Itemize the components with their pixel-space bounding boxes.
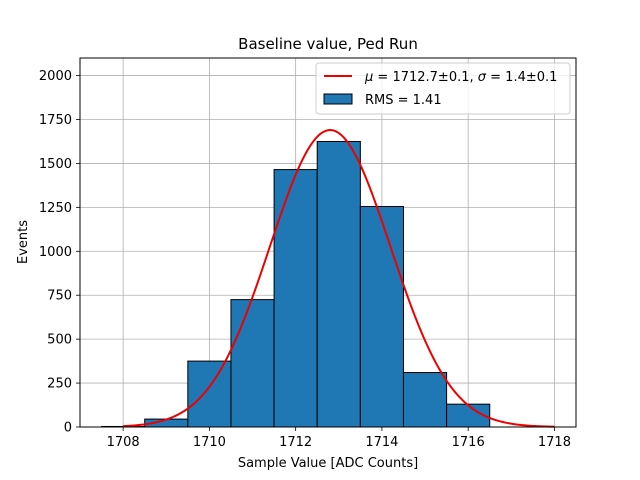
gaussian-fit-curve: [123, 129, 555, 428]
y-tick-label: 500: [47, 333, 72, 348]
y-tick-label: 250: [47, 377, 72, 392]
histogram-bar: [187, 360, 232, 428]
x-tick-label: 1718: [538, 435, 571, 450]
y-tick-label: 1750: [39, 113, 72, 128]
x-tick-label: 1714: [365, 435, 398, 450]
x-tick-label: 1708: [107, 435, 140, 450]
histogram-bar: [230, 299, 275, 428]
histogram-bar: [359, 205, 404, 428]
y-tick-label: 1500: [39, 157, 72, 172]
histogram-bar: [273, 169, 318, 428]
legend-mu-text: = 1712.7±0.1,: [373, 70, 477, 85]
legend-sigma-symbol: σ: [478, 70, 487, 85]
x-tick-label: 1716: [452, 435, 485, 450]
histogram-bars: [101, 140, 491, 428]
histogram-bar: [316, 140, 361, 428]
y-tick-label: 1250: [39, 201, 72, 216]
y-axis-label: Events: [16, 220, 31, 264]
y-tick-label: 750: [47, 289, 72, 304]
legend-bar-swatch: [323, 93, 353, 105]
legend-box: [315, 62, 571, 115]
legend-sigma-text: = 1.4±0.1: [486, 70, 557, 85]
legend-mu-symbol: μ: [364, 70, 373, 85]
plot-frame: [79, 57, 577, 428]
legend: μ = 1712.7±0.1, σ = 1.4±0.1 RMS = 1.41: [315, 62, 571, 115]
y-tick-label: 2000: [39, 69, 72, 84]
y-tick-label: 0: [64, 421, 72, 436]
legend-rms-label: RMS = 1.41: [365, 93, 442, 108]
legend-fit-label: μ = 1712.7±0.1, σ = 1.4±0.1: [364, 70, 557, 85]
chart-title: Baseline value, Ped Run: [238, 35, 418, 53]
x-axis-ticks: 1708 1710 1712 1714 1716 1718: [107, 427, 571, 450]
x-tick-label: 1712: [279, 435, 312, 450]
x-tick-label: 1710: [193, 435, 226, 450]
y-axis-ticks: 0 250 500 750 1000 1250 1500 1750 2000: [39, 69, 80, 436]
y-tick-label: 1000: [39, 245, 72, 260]
histogram-bar: [402, 372, 448, 428]
fit-curve-layer: [123, 129, 555, 428]
x-axis-label: Sample Value [ADC Counts]: [238, 456, 418, 471]
